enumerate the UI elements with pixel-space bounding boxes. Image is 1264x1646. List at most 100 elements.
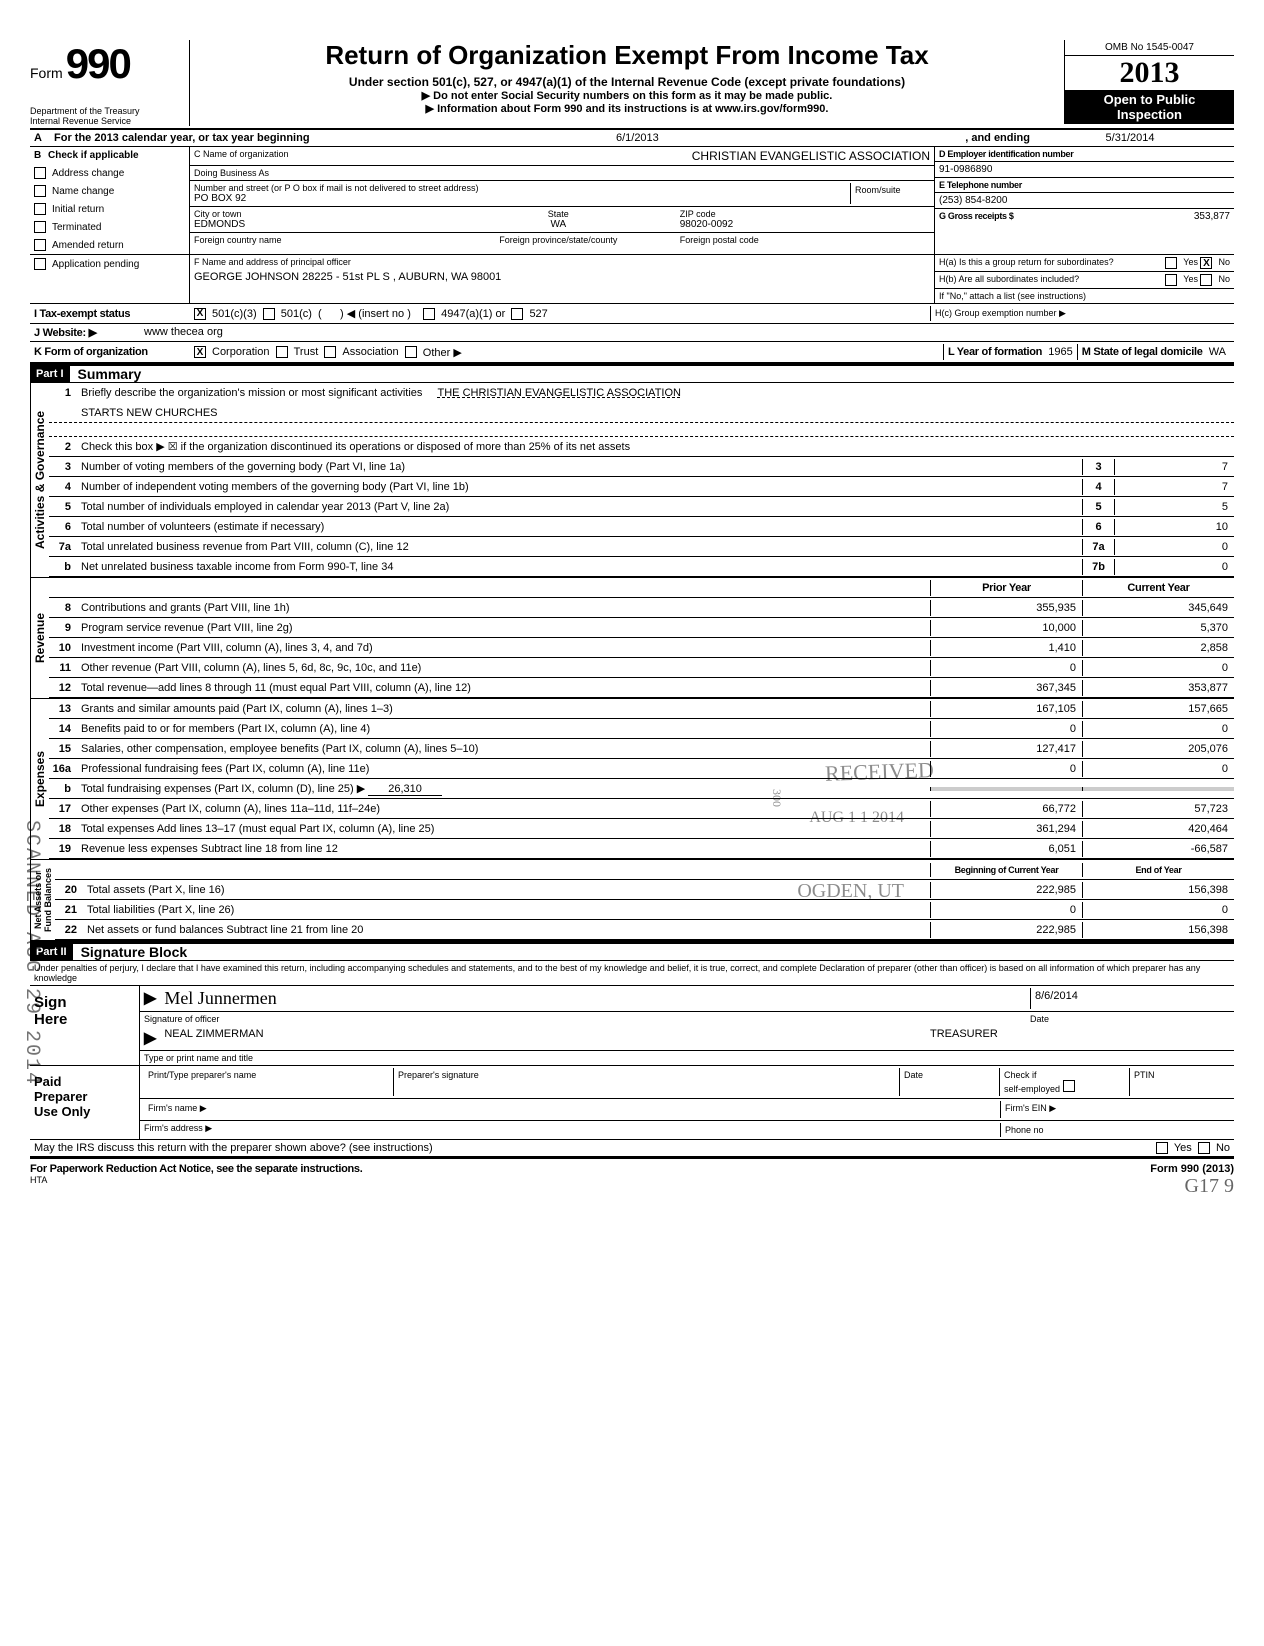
checkbox[interactable]: [1200, 274, 1212, 286]
prior-val: 6,051: [930, 841, 1082, 857]
checkbox[interactable]: [1198, 1142, 1210, 1154]
curr-val: 205,076: [1082, 741, 1234, 757]
curr-val: 420,464: [1082, 821, 1234, 837]
line-num: 3: [49, 461, 77, 473]
checkbox[interactable]: [34, 239, 46, 251]
type-print-label: Type or print name and title: [140, 1051, 1234, 1065]
discuss-text: May the IRS discuss this return with the…: [34, 1142, 1156, 1154]
yes-label: Yes: [1183, 257, 1198, 269]
line-a: A For the 2013 calendar year, or tax yea…: [30, 130, 1234, 147]
check-if-label: Check if applicable: [48, 150, 139, 161]
prior-val: 66,772: [930, 801, 1082, 817]
pp-sig-label: Preparer's signature: [394, 1068, 900, 1096]
line-a-text: For the 2013 calendar year, or tax year …: [54, 132, 310, 144]
line-num: 15: [49, 743, 77, 755]
form-subtitle: Under section 501(c), 527, or 4947(a)(1)…: [198, 75, 1056, 89]
prior-val: 367,345: [930, 680, 1082, 696]
checkbox-corp[interactable]: X: [194, 346, 206, 358]
line-desc: Total fundraising expenses (Part IX, col…: [77, 780, 930, 797]
checkbox[interactable]: [34, 167, 46, 179]
section-bcdeg: B Check if applicable Address changeName…: [30, 147, 1234, 255]
firm-name-label: Firm's name ▶: [144, 1101, 1000, 1118]
fc-label: Foreign country name: [194, 235, 437, 245]
checkbox[interactable]: [423, 308, 435, 320]
checkbox[interactable]: [511, 308, 523, 320]
checkbox[interactable]: [276, 346, 288, 358]
begin-val: 222,985: [930, 922, 1082, 938]
checkbox[interactable]: [263, 308, 275, 320]
yes-label: Yes: [1183, 274, 1198, 286]
paperwork-notice: For Paperwork Reduction Act Notice, see …: [30, 1163, 363, 1175]
opt-4947: 4947(a)(1) or: [441, 308, 505, 320]
end-year-hdr: End of Year: [1082, 863, 1234, 877]
line-num: 4: [49, 481, 77, 493]
form-ref: Form 990 (2013): [1150, 1163, 1234, 1175]
checkbox[interactable]: [34, 221, 46, 233]
prior-val: 355,935: [930, 600, 1082, 616]
line-val: 7: [1114, 459, 1234, 475]
b-item-label: Terminated: [52, 222, 101, 233]
j-label: J Website: ▶: [34, 326, 144, 339]
b-item-label: Address change: [52, 168, 124, 179]
mission-2: STARTS NEW CHURCHES: [77, 405, 1234, 421]
checkbox[interactable]: [405, 346, 417, 358]
tax-year-begin: 6/1/2013: [310, 132, 966, 144]
line-num: 16a: [49, 763, 77, 775]
dba-label: Doing Business As: [190, 166, 934, 181]
line-desc: Professional fundraising fees (Part IX, …: [77, 761, 930, 777]
line-desc: Total liabilities (Part X, line 26): [83, 902, 930, 918]
line-num: 6: [49, 521, 77, 533]
line-desc: Contributions and grants (Part VIII, lin…: [77, 600, 930, 616]
pp-check-label: Check if self-employed: [1000, 1068, 1130, 1096]
section-f: F Name and address of principal officer …: [190, 255, 934, 303]
prior-year-hdr: Prior Year: [930, 580, 1082, 596]
line-num: 1: [49, 387, 77, 399]
officer: GEORGE JOHNSON 28225 - 51st PL S , AUBUR…: [190, 269, 934, 285]
line-val: 7: [1114, 479, 1234, 495]
checkbox[interactable]: X: [1200, 257, 1212, 269]
line-num: 13: [49, 703, 77, 715]
officer-name: NEAL ZIMMERMAN: [164, 1028, 930, 1048]
checkbox-501c3[interactable]: X: [194, 308, 206, 320]
address: PO BOX 92: [194, 193, 850, 204]
line-num: 2: [49, 441, 77, 453]
checkbox[interactable]: [34, 185, 46, 197]
checkbox[interactable]: [324, 346, 336, 358]
arrow-icon: ▶: [144, 1028, 164, 1048]
m-label: M State of legal domicile WA: [1077, 344, 1230, 360]
app-pending-label: Application pending: [52, 259, 139, 270]
end-val: 0: [1082, 902, 1234, 918]
no-label: No: [1216, 1142, 1230, 1154]
prior-val: 1,410: [930, 640, 1082, 656]
line-num: 19: [49, 843, 77, 855]
section-deg: D Employer identification number 91-0986…: [934, 147, 1234, 254]
revenue-section: Revenue Prior Year Current Year 8Contrib…: [30, 578, 1234, 699]
l-label: L Year of formation 1965: [943, 344, 1077, 360]
sign-here-label: Sign Here: [30, 986, 140, 1065]
begin-year-hdr: Beginning of Current Year: [930, 863, 1082, 877]
curr-val: 0: [1082, 761, 1234, 777]
checkbox[interactable]: [34, 203, 46, 215]
form-990-page: SCANNED AUG 29 2014 Form 990 Department …: [30, 40, 1234, 1198]
c-label: C Name of organization: [194, 149, 672, 159]
checkbox[interactable]: [1165, 274, 1177, 286]
sign-here-block: Sign Here ▶ Mel Junnermen 8/6/2014 Signa…: [30, 986, 1234, 1066]
paid-preparer-block: Paid Preparer Use Only Print/Type prepar…: [30, 1066, 1234, 1140]
line-num: b: [49, 561, 77, 573]
gross-receipts: 353,877: [1014, 211, 1230, 222]
note2-text: Information about Form 990 and its instr…: [437, 103, 828, 115]
checkbox[interactable]: [34, 258, 46, 270]
checkbox[interactable]: [1063, 1080, 1075, 1092]
line-box: 6: [1082, 519, 1114, 535]
checkbox[interactable]: [1165, 257, 1177, 269]
opt-assoc: Association: [342, 346, 398, 358]
end-val: 156,398: [1082, 922, 1234, 938]
end-val: 156,398: [1082, 882, 1234, 898]
net-assets-section: OGDEN, UT Net Assets or Fund Balances Be…: [30, 860, 1234, 942]
line-desc: Total unrelated business revenue from Pa…: [77, 539, 1082, 555]
sig-officer-label: Signature of officer: [144, 1014, 1030, 1024]
opt-trust: Trust: [294, 346, 319, 358]
checkbox[interactable]: [1156, 1142, 1168, 1154]
part-1-header: Part I Summary: [30, 364, 1234, 383]
line-desc: Total number of individuals employed in …: [77, 499, 1082, 515]
